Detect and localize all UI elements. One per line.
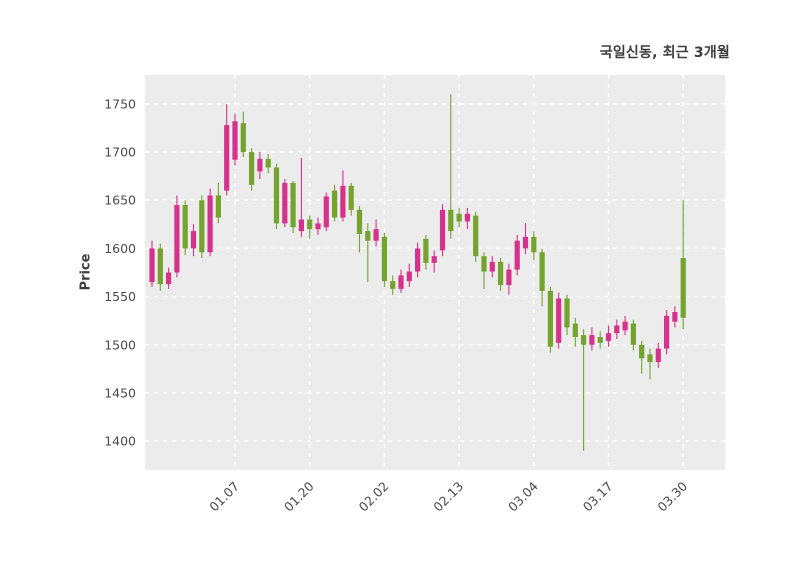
candle-body [622,321,628,331]
y-tick-label: 1750 [104,96,136,111]
y-axis-label: Price [78,253,94,291]
x-tick-label: 03.04 [505,478,541,514]
candle-body [249,152,255,185]
candle-body [215,195,221,218]
candle-body [581,335,587,345]
candle-body [290,182,296,228]
candle-body [597,337,603,343]
candle-body [315,223,321,230]
candle-body [630,323,636,345]
candle-body [298,219,304,232]
candle-body [265,158,271,168]
candle-body [390,281,396,289]
candle-body [431,256,437,263]
candle-body [282,182,288,224]
candle-body [498,261,504,286]
candle-body [340,185,346,218]
candle-body [456,213,462,222]
x-tick-label: 01.20 [281,478,317,514]
chart-title: 국일신동, 최근 3개월 [599,45,730,61]
y-tick-label: 1600 [104,241,136,256]
candle-body [149,248,155,283]
candle-body [556,298,562,343]
candle-body [539,252,545,291]
candle-body [522,236,529,249]
plot-area [145,75,725,470]
y-tick-label: 1650 [104,193,136,208]
candle-body [564,298,570,328]
candle-body [398,275,404,289]
candle-body [232,121,238,160]
candle-body [664,315,670,349]
candle-body [672,312,678,322]
candle-body [547,290,553,347]
candle-body [473,215,479,257]
y-tick-label: 1500 [104,337,136,352]
candle-body [348,185,354,210]
candle-body [464,213,470,222]
candle-body [257,158,263,172]
candle-body [166,272,172,285]
candle-body [365,231,371,241]
x-tick-label: 01.07 [206,479,242,515]
candle-body [531,236,537,253]
candle-body [224,125,230,191]
y-tick-label: 1550 [104,289,136,304]
candle-body [190,231,197,249]
candle-body [448,209,454,232]
candle-body [680,258,686,318]
y-tick-label: 1450 [104,385,136,400]
candle-body [356,209,363,234]
candle-body [647,354,653,363]
candle-body [605,333,612,341]
x-tick-label: 02.13 [430,479,466,515]
candle-body [381,236,387,282]
candle-body [439,209,446,251]
candle-body [207,195,213,253]
candle-body [406,271,412,282]
candle-body [273,167,280,224]
y-tick-label: 1400 [104,434,136,449]
candle-body [373,229,379,241]
x-tick-label: 02.02 [356,479,392,515]
candle-body [481,256,487,272]
candle-body [415,248,421,272]
candle-body [514,240,520,270]
candle-body [655,348,661,363]
candle-body [506,269,512,286]
candle-body [307,219,313,230]
candle-body [332,190,338,218]
x-tick-label: 03.17 [580,479,616,515]
candle-body [572,323,578,338]
candle-body [614,325,620,334]
candle-body [240,123,246,153]
candle-body [174,205,180,273]
candle-body [423,238,429,263]
candle-body [199,200,205,253]
candle-body [182,205,188,249]
candle-body [157,248,163,285]
candle-body [639,344,645,359]
candle-body [589,335,595,345]
x-tick-label: 03.30 [654,478,690,514]
y-tick-label: 1700 [104,145,136,160]
candle-body [323,196,329,228]
candle-body [489,261,495,272]
